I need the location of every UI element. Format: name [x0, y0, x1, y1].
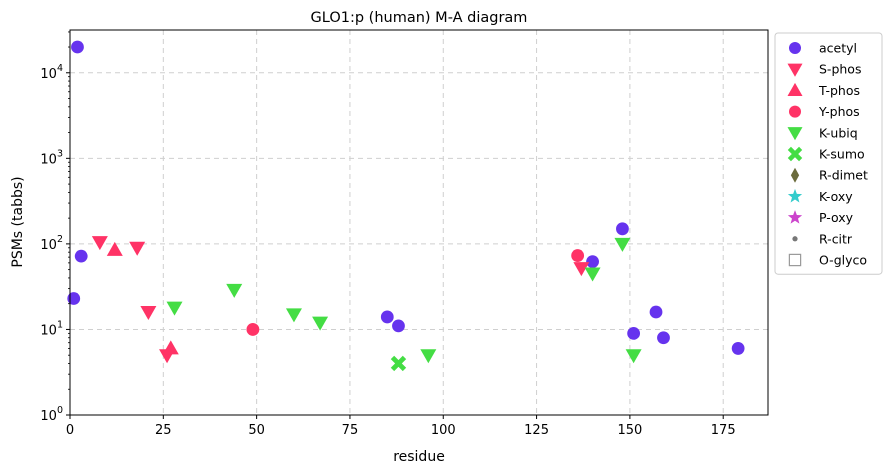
x-axis-label: residue — [393, 449, 445, 465]
x-tick-label: 75 — [342, 423, 359, 438]
legend-item: O-glyco — [788, 253, 867, 268]
legend-label: K-ubiq — [819, 125, 858, 140]
legend-marker — [789, 105, 801, 118]
legend-item: R-citr — [792, 231, 853, 246]
series-t-phos — [106, 241, 179, 355]
legend-label: R-citr — [819, 231, 853, 246]
legend-marker — [787, 188, 803, 203]
data-point — [74, 249, 88, 263]
legend-label: S-phos — [819, 62, 861, 77]
data-point — [586, 255, 599, 269]
y-axis-ticks: 100 101 102 103 104 — [40, 31, 70, 424]
data-point — [140, 305, 157, 320]
y-tick-label: 103 — [40, 148, 63, 167]
legend-marker — [787, 63, 803, 77]
legend-item: Y-phos — [789, 104, 860, 119]
data-points — [67, 40, 745, 372]
legend-marker — [789, 42, 801, 54]
series-acetyl — [67, 40, 745, 355]
data-point — [312, 316, 329, 331]
x-tick-label: 25 — [155, 423, 172, 438]
y-tick-label: 101 — [40, 319, 63, 338]
data-point — [91, 236, 108, 251]
data-point — [731, 342, 745, 355]
legend-label: K-sumo — [819, 147, 865, 162]
data-point — [106, 241, 123, 256]
legend-marker — [787, 146, 803, 162]
series-k-sumo — [390, 355, 407, 372]
legend-marker — [788, 253, 802, 267]
data-point — [380, 310, 394, 324]
data-point — [627, 326, 641, 340]
legend-label: acetyl — [819, 41, 857, 56]
data-point — [162, 340, 179, 355]
legend-item: P-oxy — [787, 210, 854, 225]
x-tick-label: 175 — [711, 423, 736, 438]
plot-area-frame — [69, 29, 769, 416]
legend-item: S-phos — [787, 62, 861, 77]
legend-frame — [774, 32, 883, 275]
legend-marker — [790, 167, 800, 183]
legend-label: K-oxy — [819, 189, 853, 204]
legend-item: K-oxy — [787, 188, 853, 204]
x-tick-label: 50 — [248, 423, 265, 438]
data-point — [285, 308, 302, 323]
data-point — [625, 349, 642, 364]
y-tick-label: 100 — [40, 405, 63, 424]
legend-marker — [787, 210, 803, 224]
data-point — [657, 331, 670, 345]
legend-marker — [787, 82, 803, 97]
legend-marker — [792, 236, 798, 242]
data-point — [67, 292, 81, 305]
data-point — [226, 283, 243, 298]
chart-title: GLO1:p (human) M-A diagram — [311, 10, 528, 26]
series-k-ubiq — [166, 237, 642, 364]
data-point — [166, 301, 183, 316]
x-tick-label: 150 — [617, 423, 642, 438]
legend-item: T-phos — [787, 82, 860, 98]
y-axis-label: PSMs (tabbs) — [10, 176, 26, 267]
y-tick-label: 102 — [40, 234, 63, 253]
y-tick-label: 104 — [40, 63, 63, 82]
data-point — [616, 222, 629, 236]
data-point — [584, 267, 601, 282]
x-axis-ticks: 0 25 50 75 100 125 150 175 — [66, 415, 736, 438]
data-point — [614, 237, 631, 252]
legend-item: R-dimet — [790, 167, 868, 183]
legend-item: K-sumo — [787, 146, 865, 162]
series-s-phos — [91, 236, 590, 364]
data-point — [129, 241, 146, 256]
data-point — [392, 319, 405, 333]
grid-lines — [70, 30, 768, 415]
data-point — [390, 355, 407, 372]
legend-item: K-ubiq — [787, 125, 858, 141]
data-point — [649, 305, 663, 319]
series-y-phos — [246, 249, 585, 336]
data-point — [573, 262, 590, 277]
data-point — [71, 40, 84, 54]
x-tick-label: 0 — [66, 423, 74, 438]
legend-label: P-oxy — [819, 210, 854, 225]
legend-item: acetyl — [789, 41, 857, 56]
data-point — [246, 323, 260, 336]
legend-label: O-glyco — [819, 253, 867, 268]
legend-label: Y-phos — [818, 104, 860, 119]
data-point — [571, 249, 585, 262]
legend-label: R-dimet — [819, 168, 868, 183]
legend-marker — [787, 127, 803, 141]
x-tick-label: 100 — [431, 423, 456, 438]
data-point — [420, 349, 437, 364]
x-tick-label: 125 — [524, 423, 549, 438]
legend: acetyl S-phos T-phos Y-phos K-ubiq K-sumo R-di… — [774, 32, 883, 275]
legend-label: T-phos — [818, 83, 860, 98]
